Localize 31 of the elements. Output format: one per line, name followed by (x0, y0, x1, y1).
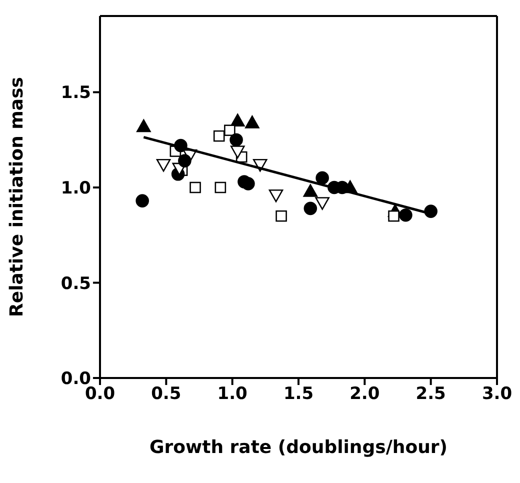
y-tick-label: 1.5 (60, 83, 91, 104)
point (245, 116, 260, 128)
y-tick-label: 0.5 (60, 274, 91, 294)
x-tick-label: 1.5 (283, 384, 314, 404)
x-tick-label: 3.0 (482, 384, 512, 404)
point (316, 171, 329, 185)
point (190, 182, 201, 194)
point (268, 189, 284, 202)
point (136, 119, 151, 132)
y-axis-title: Relative initiation mass (6, 77, 28, 317)
x-axis-title: Growth rate (doublings/hour) (149, 437, 448, 458)
point (214, 182, 226, 194)
x-tick-label: 0.5 (151, 384, 182, 404)
point (230, 114, 245, 126)
point (304, 202, 318, 216)
x-tick-label: 1.0 (217, 384, 248, 404)
point (230, 146, 245, 158)
point (399, 208, 412, 222)
point (242, 177, 255, 190)
point (213, 130, 225, 142)
point (156, 158, 171, 172)
point (230, 133, 243, 146)
point (276, 210, 287, 222)
point (136, 194, 149, 208)
point (315, 197, 330, 210)
point (388, 210, 400, 222)
point (178, 154, 192, 168)
y-tick-label: 1.0 (60, 178, 92, 199)
point (303, 184, 318, 197)
x-tick-label: 2.5 (416, 384, 446, 404)
x-tick-label: 2.0 (350, 384, 380, 404)
